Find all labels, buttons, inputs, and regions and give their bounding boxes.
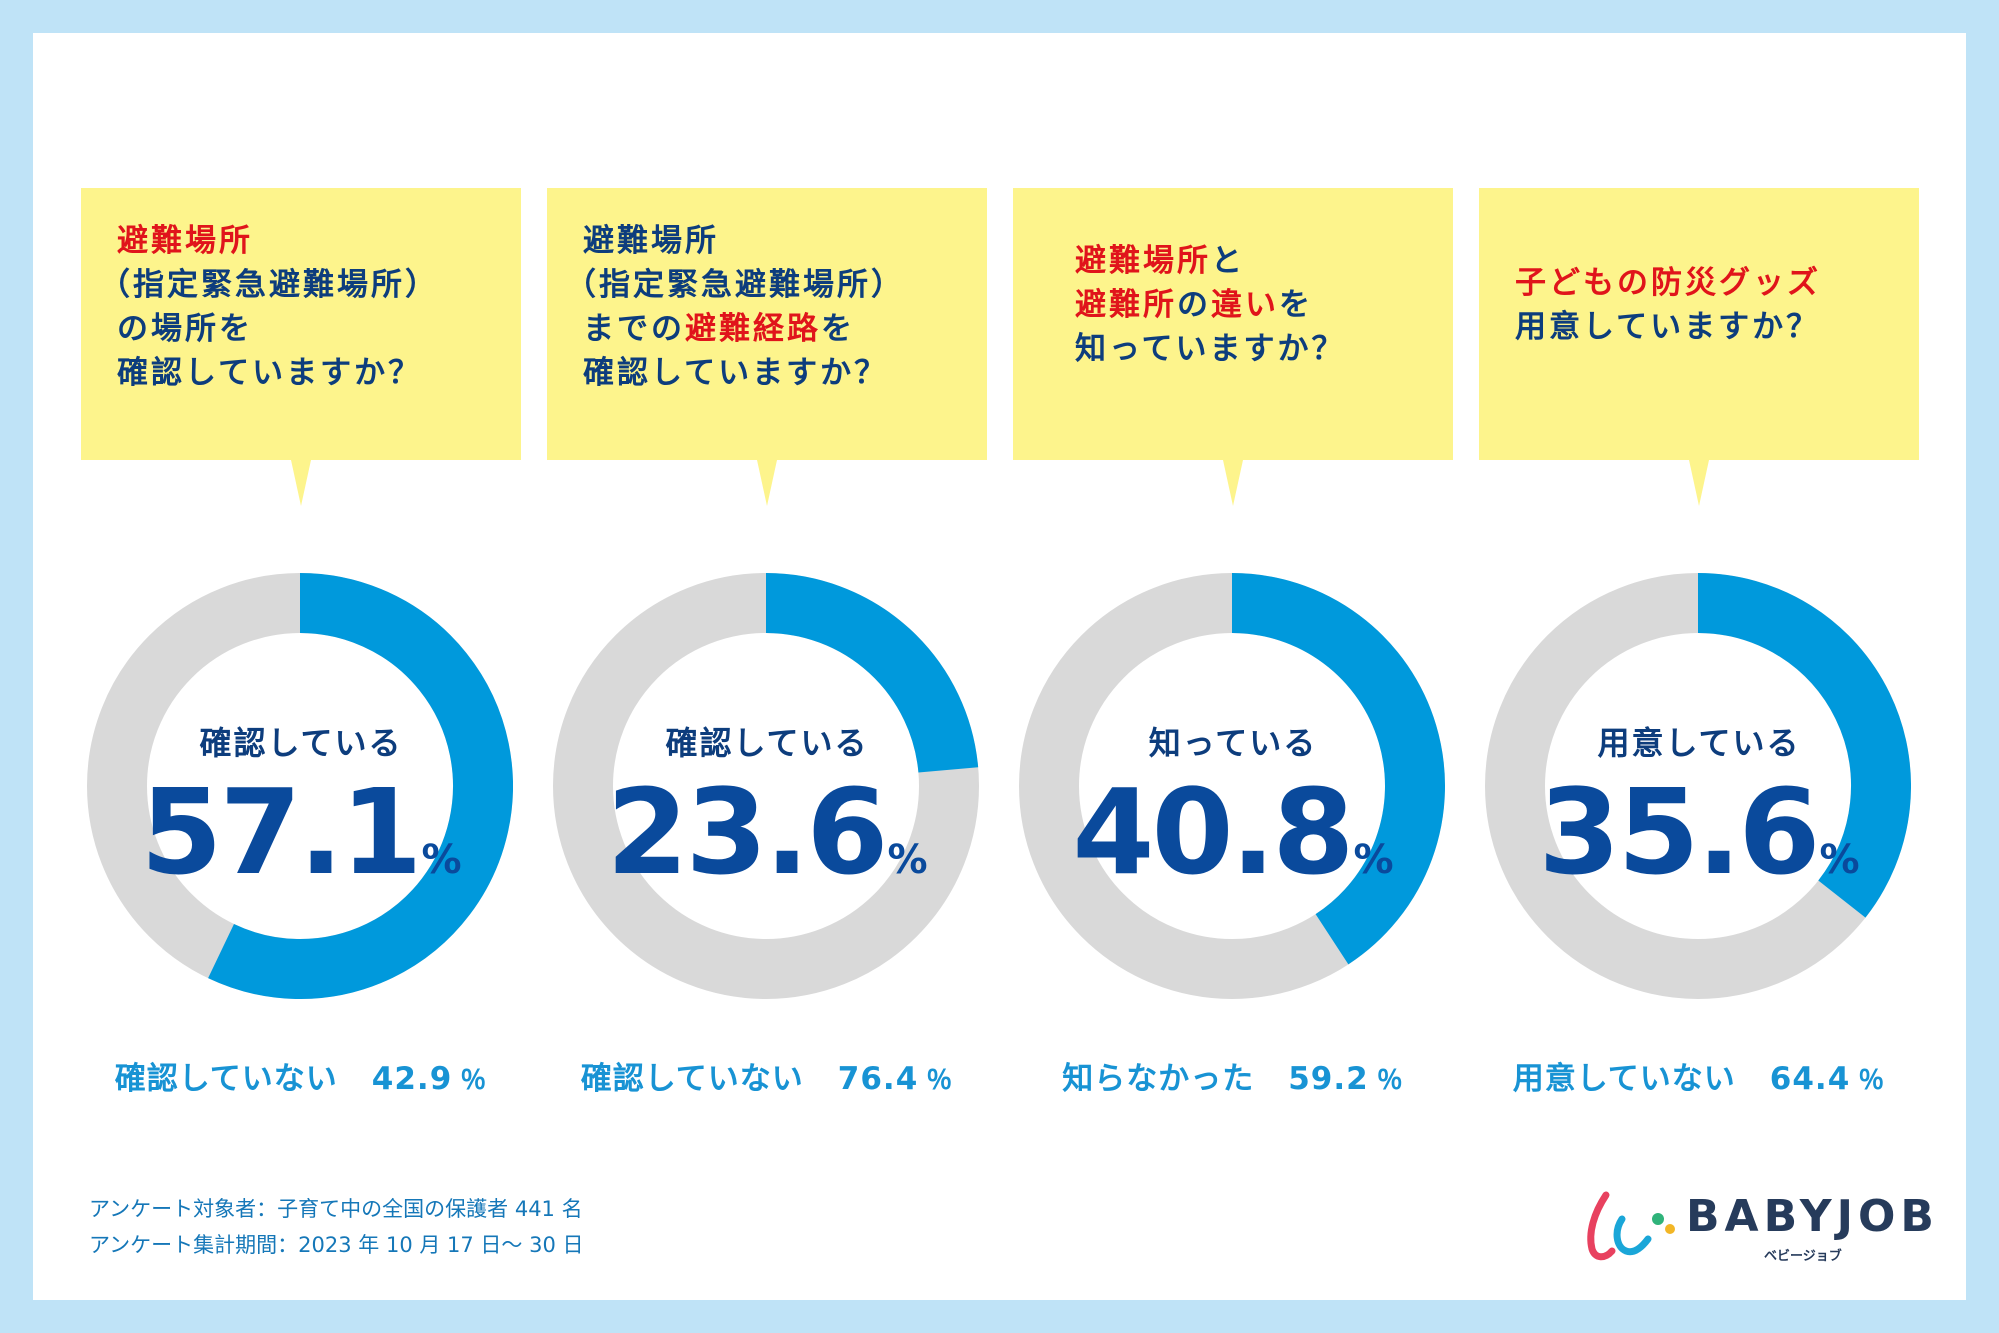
donut-slice-value — [1697, 573, 1911, 918]
percent-unit: % — [887, 837, 928, 883]
other-answer: 用意していない 64.4 ％ — [1479, 1053, 1919, 1098]
donut-chart — [87, 573, 513, 999]
donut-slice-value — [1231, 573, 1445, 965]
other-answer: 知らなかった 59.2 ％ — [1013, 1053, 1453, 1098]
other-answer: 確認していない 42.9 ％ — [81, 1053, 521, 1098]
other-value: 59.2 — [1288, 1061, 1369, 1097]
donut-slice-value — [208, 573, 513, 999]
other-unit: ％ — [926, 1066, 954, 1096]
question-line: の場所を — [117, 311, 253, 347]
percent-unit: % — [421, 837, 462, 883]
center-percent: 57.1% — [81, 763, 521, 901]
question-bubble: 避難場所 （指定緊急避難場所） の場所を 確認していますか？ — [81, 188, 521, 506]
percent-unit: % — [1819, 837, 1860, 883]
percent-value: 57.1 — [140, 763, 422, 901]
question-highlight: 避難経路 — [685, 311, 821, 347]
question-line: 確認していますか？ — [117, 355, 423, 391]
donut-chart — [1019, 573, 1445, 999]
question-highlight: 子どもの防災グッズ — [1515, 265, 1821, 301]
survey-panel-3: 避難場所と 避難所の違いを 知っていますか？ 知っている 40.8% 知らなかっ… — [1013, 33, 1453, 1300]
percent-value: 35.6 — [1538, 763, 1820, 901]
question-line: 用意していますか？ — [1515, 309, 1821, 345]
other-answer: 確認していない 76.4 ％ — [547, 1053, 987, 1098]
logo-mark-icon — [1587, 1191, 1675, 1261]
survey-panel-1: 避難場所 （指定緊急避難場所） の場所を 確認していますか？ 確認している 57… — [81, 33, 521, 1300]
question-line: （指定緊急避難場所） — [99, 267, 439, 303]
center-percent: 35.6% — [1479, 763, 1919, 901]
question-line: 避難場所と — [1075, 243, 1245, 279]
donut-chart — [553, 573, 979, 999]
question-bubble: 子どもの防災グッズ 用意していますか？ — [1479, 188, 1919, 506]
question-line: 避難場所 — [583, 223, 719, 259]
question-highlight: 違い — [1211, 287, 1279, 323]
other-label: 確認していない — [114, 1061, 338, 1097]
question-highlight: 避難場所 — [117, 223, 253, 259]
question-line: 避難所の違いを — [1075, 287, 1313, 323]
respondents-note: アンケート対象者：子育て中の全国の保護者 441 名 — [89, 1197, 583, 1221]
donut-slice-value — [765, 573, 979, 774]
other-unit: ％ — [460, 1066, 488, 1096]
center-label: 知っている — [1148, 724, 1318, 762]
question-line: （指定緊急避難場所） — [565, 267, 905, 303]
center-label: 確認している — [199, 724, 403, 762]
other-label: 確認していない — [580, 1061, 804, 1097]
other-value: 64.4 — [1769, 1061, 1851, 1097]
logo-text: BABYJOB — [1686, 1191, 1939, 1242]
other-label: 知らなかった — [1062, 1061, 1255, 1097]
infographic-card: 避難場所 （指定緊急避難場所） の場所を 確認していますか？ 確認している 57… — [33, 33, 1966, 1300]
question-highlight: 避難所 — [1075, 287, 1177, 323]
logo-subtext: ベビージョブ — [1764, 1249, 1842, 1264]
babyjob-logo: BABYJOB ベビージョブ — [1578, 1183, 1934, 1273]
question-line: 確認していますか？ — [583, 355, 889, 391]
question-bubble: 避難場所と 避難所の違いを 知っていますか？ — [1013, 188, 1453, 506]
question-line: までの避難経路を — [583, 311, 855, 347]
survey-panel-4: 子どもの防災グッズ 用意していますか？ 用意している 35.6% 用意していない… — [1479, 33, 1919, 1300]
percent-unit: % — [1353, 837, 1394, 883]
period-note: アンケート集計期間：2023 年 10 月 17 日～ 30 日 — [89, 1233, 584, 1257]
donut-chart — [1485, 573, 1911, 999]
question-line: 避難場所 — [117, 226, 557, 257]
other-label: 用意していない — [1512, 1061, 1736, 1097]
center-percent: 23.6% — [547, 763, 987, 901]
other-unit: ％ — [1376, 1066, 1404, 1096]
question-highlight: 避難場所 — [1075, 243, 1211, 279]
percent-value: 23.6 — [606, 763, 888, 901]
question-line: 知っていますか？ — [1075, 331, 1346, 367]
percent-value: 40.8 — [1072, 763, 1354, 901]
other-value: 42.9 — [371, 1061, 453, 1097]
center-label: 確認している — [665, 724, 869, 762]
center-percent: 40.8% — [1013, 763, 1453, 901]
question-bubble: 避難場所 （指定緊急避難場所） までの避難経路を 確認していますか？ — [547, 188, 987, 506]
other-value: 76.4 — [837, 1061, 919, 1097]
question-line: 子どもの防災グッズ — [1515, 268, 1955, 299]
center-label: 用意している — [1597, 724, 1801, 762]
other-unit: ％ — [1858, 1066, 1886, 1096]
survey-panel-2: 避難場所 （指定緊急避難場所） までの避難経路を 確認していますか？ 確認してい… — [547, 33, 987, 1300]
